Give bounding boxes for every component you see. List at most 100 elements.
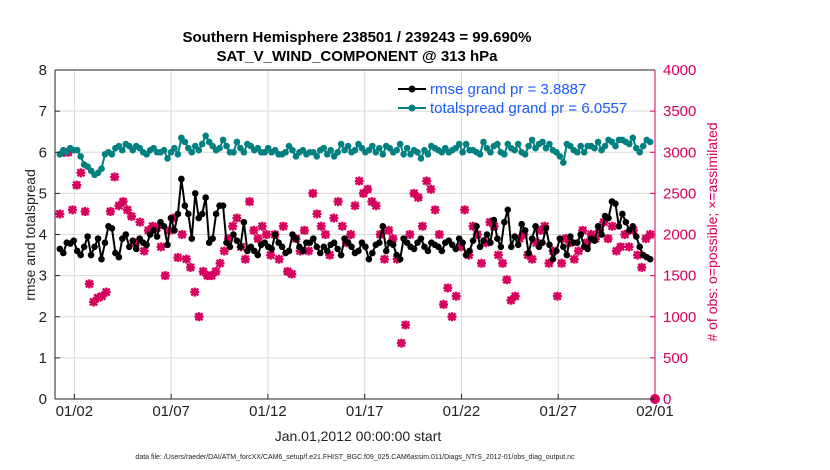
legend-marker-rmse — [408, 85, 416, 93]
rmse-point — [84, 233, 91, 240]
totalspread-point — [230, 148, 237, 156]
obs-point-mark — [460, 205, 470, 215]
totalspread-point — [98, 165, 105, 172]
obs-point-mark — [156, 242, 166, 252]
obs-point — [354, 176, 364, 186]
obs-point-mark — [637, 262, 647, 272]
obs-point — [413, 192, 423, 202]
obs-point — [633, 250, 643, 260]
obs-point — [443, 283, 453, 293]
obs-point — [396, 338, 406, 348]
totalspread-point — [521, 151, 529, 158]
obs-point-mark — [367, 197, 377, 207]
totalspread-point — [313, 153, 321, 160]
obs-point — [325, 250, 335, 260]
obs-point-mark — [80, 206, 90, 216]
obs-point-mark — [127, 211, 137, 221]
obs-point — [131, 238, 141, 248]
totalspread-point — [511, 146, 519, 154]
y-tick-label: 6 — [39, 144, 47, 161]
totalspread-point — [459, 148, 466, 156]
obs-point-mark — [485, 217, 495, 227]
totalspread-point — [73, 146, 81, 154]
rmse-point — [330, 239, 338, 247]
rmse-point — [285, 247, 293, 255]
obs-point-mark — [443, 283, 453, 293]
obs-point — [498, 258, 508, 268]
obs-point — [544, 258, 554, 268]
totalspread-point — [164, 155, 171, 162]
obs-point — [135, 217, 145, 227]
obs-point — [409, 188, 419, 198]
obs-point-mark — [493, 250, 503, 260]
x-axis-label: Jan.01,2012 00:00:00 start — [275, 428, 442, 444]
rmse-point — [292, 235, 300, 242]
obs-point — [447, 312, 457, 322]
obs-point-mark — [67, 205, 77, 215]
rmse-point — [573, 239, 581, 247]
y-tick-label: 5 — [39, 185, 47, 202]
obs-point — [320, 230, 330, 239]
totalspread-point — [174, 151, 182, 158]
obs-point-mark — [148, 221, 158, 231]
rmse-point — [101, 239, 109, 247]
rmse-point — [60, 249, 67, 257]
obs-point-mark — [177, 230, 187, 239]
obs-point — [215, 258, 225, 268]
obs-point — [455, 242, 465, 252]
obs-point-mark — [506, 295, 516, 305]
rmse-point — [605, 214, 612, 222]
rmse-point — [268, 245, 275, 253]
obs-point-mark — [312, 209, 322, 219]
obs-point — [190, 287, 200, 297]
obs-point — [173, 253, 183, 263]
obs-point — [573, 246, 583, 256]
obs-point-mark — [105, 206, 115, 216]
obs-point-mark — [616, 242, 626, 252]
obs-point — [80, 206, 90, 216]
totalspread-point — [108, 151, 116, 158]
obs-point-mark — [607, 221, 617, 231]
rmse-point — [507, 243, 515, 251]
obs-point — [363, 184, 373, 194]
obs-point-mark — [531, 238, 541, 248]
totalspread-point — [556, 153, 564, 160]
obs-point — [299, 225, 309, 235]
rmse-point — [299, 247, 307, 255]
rmse-point — [150, 227, 157, 234]
rmse-point — [369, 249, 376, 257]
obs-point — [578, 225, 588, 235]
obs-point — [257, 221, 267, 231]
obs-point-mark — [224, 234, 234, 244]
obs-point — [401, 320, 411, 330]
rmse-point — [382, 247, 390, 255]
y-tick-label: 0 — [39, 391, 47, 408]
totalspread-point — [629, 134, 637, 142]
totalspread-point — [560, 159, 567, 166]
obs-point — [249, 225, 259, 235]
totalspread-point — [327, 146, 334, 154]
obs-point-mark — [358, 188, 368, 198]
y-tick-label: 7 — [39, 103, 47, 120]
rmse-point — [504, 206, 512, 214]
obs-point — [434, 230, 444, 239]
obs-point-mark — [498, 258, 508, 268]
rmse-point — [185, 210, 192, 218]
obs-point-mark — [527, 254, 537, 264]
obs-point-mark — [620, 230, 630, 239]
obs-point — [253, 234, 263, 244]
rmse-point — [469, 237, 477, 244]
obs-point-mark — [573, 246, 583, 256]
obs-point — [101, 287, 111, 297]
obs-point — [261, 230, 271, 239]
rmse-point — [591, 237, 598, 244]
obs-point — [198, 267, 208, 277]
obs-point — [586, 230, 596, 239]
rmse-point — [528, 235, 536, 242]
rmse-point — [417, 235, 425, 242]
obs-point — [114, 201, 124, 211]
obs-point-mark — [160, 271, 170, 281]
obs-point — [312, 209, 322, 219]
totalspread-point — [233, 138, 241, 146]
rmse-point — [629, 222, 637, 230]
